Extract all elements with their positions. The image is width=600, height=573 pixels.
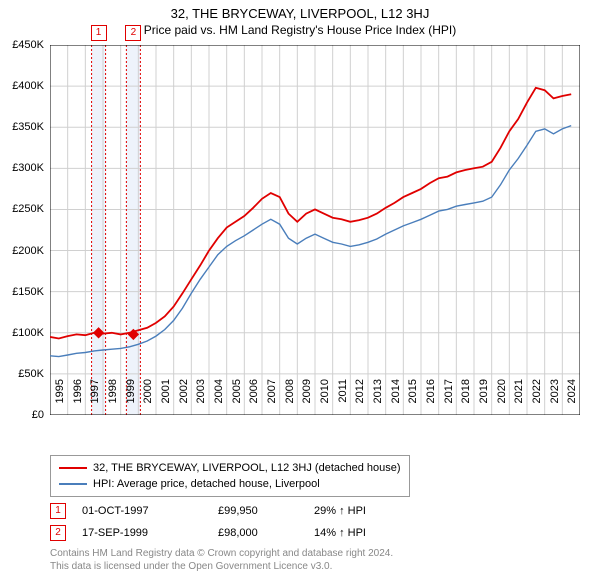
legend-swatch <box>59 467 87 469</box>
chart-container: 32, THE BRYCEWAY, LIVERPOOL, L12 3HJ Pri… <box>0 0 600 560</box>
x-tick-label: 1999 <box>125 379 137 419</box>
sale-marker-1: 1 <box>91 25 107 41</box>
sale-date: 01-OCT-1997 <box>82 505 202 517</box>
x-tick-label: 2011 <box>337 379 349 419</box>
x-tick-label: 2004 <box>213 379 225 419</box>
legend-and-footer: 32, THE BRYCEWAY, LIVERPOOL, L12 3HJ (de… <box>50 455 580 573</box>
x-tick-label: 2018 <box>460 379 472 419</box>
x-tick-label: 1997 <box>89 379 101 419</box>
sale-row-marker: 2 <box>50 525 66 541</box>
y-tick-label: £250K <box>12 203 44 215</box>
x-tick-label: 1998 <box>107 379 119 419</box>
footer-text: Contains HM Land Registry data © Crown c… <box>50 547 580 573</box>
legend-label: 32, THE BRYCEWAY, LIVERPOOL, L12 3HJ (de… <box>93 460 401 476</box>
page-title: 32, THE BRYCEWAY, LIVERPOOL, L12 3HJ <box>0 0 600 21</box>
sales-table: 1 01-OCT-1997 £99,950 29% ↑ HPI 2 17-SEP-1999… <box>50 503 580 541</box>
x-tick-label: 2002 <box>178 379 190 419</box>
sale-hpi: 29% ↑ HPI <box>314 505 414 517</box>
x-tick-label: 2021 <box>513 379 525 419</box>
sale-hpi: 14% ↑ HPI <box>314 527 414 539</box>
y-tick-label: £400K <box>12 80 44 92</box>
x-tick-label: 2000 <box>142 379 154 419</box>
x-tick-label: 2009 <box>301 379 313 419</box>
x-tick-label: 2022 <box>531 379 543 419</box>
footer-line-1: Contains HM Land Registry data © Crown c… <box>50 547 580 560</box>
x-tick-label: 2020 <box>496 379 508 419</box>
y-tick-label: £450K <box>12 39 44 51</box>
legend-swatch <box>59 483 87 485</box>
x-tick-label: 1995 <box>54 379 66 419</box>
x-tick-label: 2014 <box>390 379 402 419</box>
sale-price: £98,000 <box>218 527 298 539</box>
x-tick-label: 2005 <box>231 379 243 419</box>
x-tick-label: 2019 <box>478 379 490 419</box>
x-tick-label: 2008 <box>284 379 296 419</box>
line-chart-svg <box>50 45 580 415</box>
y-tick-label: £100K <box>12 327 44 339</box>
legend-label: HPI: Average price, detached house, Live… <box>93 476 320 492</box>
x-tick-label: 2012 <box>354 379 366 419</box>
y-tick-label: £0 <box>32 409 44 421</box>
x-tick-label: 2015 <box>407 379 419 419</box>
sale-date: 17-SEP-1999 <box>82 527 202 539</box>
sale-price: £99,950 <box>218 505 298 517</box>
sale-row: 2 17-SEP-1999 £98,000 14% ↑ HPI <box>50 525 580 541</box>
x-tick-label: 2017 <box>443 379 455 419</box>
legend-row: 32, THE BRYCEWAY, LIVERPOOL, L12 3HJ (de… <box>59 460 401 476</box>
y-tick-label: £200K <box>12 245 44 257</box>
legend-box: 32, THE BRYCEWAY, LIVERPOOL, L12 3HJ (de… <box>50 455 410 497</box>
x-tick-label: 1996 <box>72 379 84 419</box>
sale-row-marker: 1 <box>50 503 66 519</box>
chart-area: 12£0£50K£100K£150K£200K£250K£300K£350K£4… <box>50 45 580 415</box>
x-tick-label: 2016 <box>425 379 437 419</box>
y-tick-label: £300K <box>12 162 44 174</box>
y-tick-label: £150K <box>12 286 44 298</box>
y-tick-label: £50K <box>18 368 44 380</box>
x-tick-label: 2006 <box>248 379 260 419</box>
y-tick-label: £350K <box>12 121 44 133</box>
x-tick-label: 2001 <box>160 379 172 419</box>
sale-marker-2: 2 <box>125 25 141 41</box>
sale-row: 1 01-OCT-1997 £99,950 29% ↑ HPI <box>50 503 580 519</box>
footer-line-2: This data is licensed under the Open Gov… <box>50 560 580 573</box>
x-tick-label: 2010 <box>319 379 331 419</box>
x-tick-label: 2003 <box>195 379 207 419</box>
x-tick-label: 2007 <box>266 379 278 419</box>
x-tick-label: 2023 <box>549 379 561 419</box>
legend-row: HPI: Average price, detached house, Live… <box>59 476 401 492</box>
x-tick-label: 2013 <box>372 379 384 419</box>
x-tick-label: 2024 <box>566 379 578 419</box>
